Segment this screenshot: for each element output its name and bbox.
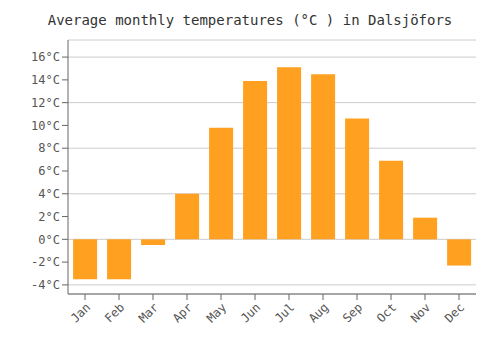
svg-text:Aug: Aug [306, 300, 331, 325]
svg-text:4°C: 4°C [38, 187, 60, 201]
svg-text:Mar: Mar [136, 300, 161, 325]
svg-text:Oct: Oct [374, 300, 399, 325]
svg-text:May: May [204, 300, 229, 325]
svg-text:Nov: Nov [408, 300, 433, 325]
svg-text:12°C: 12°C [31, 96, 60, 110]
svg-text:6°C: 6°C [38, 164, 60, 178]
svg-text:Jun: Jun [238, 300, 263, 325]
svg-text:10°C: 10°C [31, 119, 60, 133]
svg-text:-2°C: -2°C [31, 255, 60, 269]
svg-text:2°C: 2°C [38, 210, 60, 224]
svg-text:Dec: Dec [442, 300, 467, 325]
svg-text:Jan: Jan [68, 300, 93, 325]
svg-text:0°C: 0°C [38, 233, 60, 247]
svg-text:Sep: Sep [340, 300, 365, 325]
svg-text:Apr: Apr [170, 300, 195, 325]
svg-text:Jul: Jul [272, 300, 297, 325]
svg-text:Feb: Feb [102, 300, 127, 325]
svg-text:-4°C: -4°C [31, 278, 60, 292]
svg-text:8°C: 8°C [38, 141, 60, 155]
html-text:Average monthly temperatures (: Average monthly temperatures (°C ) in Da… [47, 12, 453, 28]
svg-text:14°C: 14°C [31, 73, 60, 87]
svg-text:16°C: 16°C [31, 50, 60, 64]
